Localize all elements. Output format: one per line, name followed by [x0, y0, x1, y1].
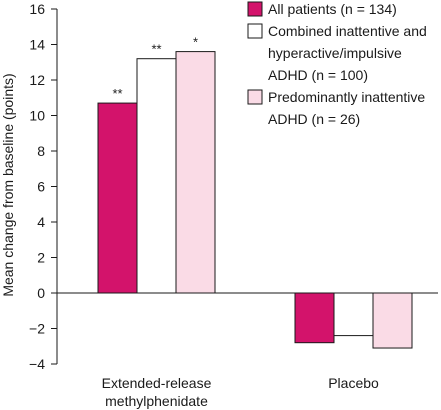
y-axis-title: Mean change from baseline (points) — [0, 73, 16, 296]
bar-methylphenidate-series-2 — [136, 58, 177, 294]
y-tick-label: 6 — [37, 179, 45, 195]
legend-swatch — [247, 1, 263, 17]
significance-label: ** — [151, 42, 161, 57]
bar-placebo-series-2 — [333, 292, 374, 337]
y-tick-label: 8 — [37, 143, 45, 159]
category-label: Extended-release — [102, 375, 212, 391]
legend-label: ADHD (n = 26) — [268, 111, 360, 127]
bars: **** * — [97, 35, 413, 349]
legend: All patients (n = 134) Combined inattenti… — [247, 1, 427, 127]
y-tick-label: 16 — [29, 1, 45, 17]
legend-label: All patients (n = 134) — [268, 1, 397, 17]
y-tick-label: 0 — [37, 285, 45, 301]
significance-label: ** — [112, 86, 122, 101]
bar-methylphenidate-series-1 — [97, 102, 138, 294]
legend-label: Predominantly inattentive — [268, 89, 425, 105]
y-tick-label: 2 — [37, 250, 45, 266]
bar-placebo-series-3 — [372, 292, 413, 349]
legend-label: Combined inattentive and — [268, 23, 427, 39]
category-labels: Extended-release methylphenidate Placebo — [102, 375, 379, 409]
y-tick-label: −4 — [29, 356, 45, 372]
bar-placebo-series-1 — [294, 292, 335, 344]
significance-label: * — [193, 35, 198, 50]
legend-swatch — [247, 89, 263, 105]
category-label: Placebo — [328, 375, 379, 391]
y-tick-label: 10 — [29, 108, 45, 124]
legend-label: hyperactive/impulsive — [268, 45, 402, 61]
y-tick-label: −2 — [29, 321, 45, 337]
bar-methylphenidate-series-3 — [175, 51, 216, 294]
y-tick-label: 12 — [29, 72, 45, 88]
legend-label: ADHD (n = 100) — [268, 67, 368, 83]
y-tick-label: 4 — [37, 214, 45, 230]
category-label: methylphenidate — [105, 393, 208, 409]
y-axis: 16 14 12 10 8 6 4 2 0 −2 −4 — [29, 1, 58, 372]
legend-swatch — [247, 23, 263, 39]
y-tick-label: 14 — [29, 37, 45, 53]
